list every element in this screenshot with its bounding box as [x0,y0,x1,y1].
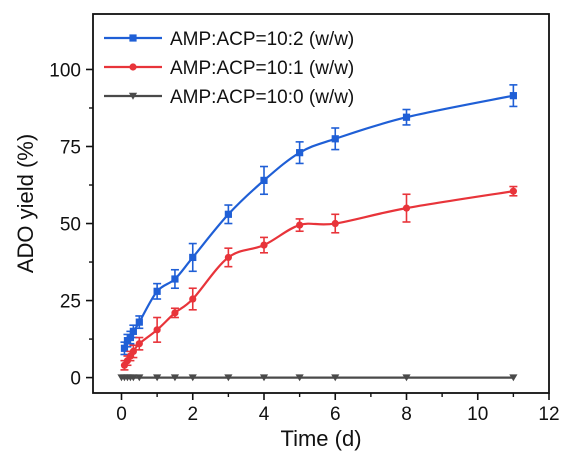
data-point [402,113,411,121]
data-point [509,374,518,382]
data-point [171,309,179,317]
data-point [224,210,232,218]
data-point [129,327,137,335]
x-tick-label: 12 [538,404,559,425]
data-point [509,187,517,195]
y-tick-label: 50 [60,215,81,236]
legend-item-1: AMP:ACP=10:2 (w/w) [104,29,354,50]
data-point [189,253,197,262]
x-tick-label: 0 [116,404,127,425]
data-point [135,374,144,382]
legend-label: AMP:ACP=10:0 (w/w) [170,87,354,108]
x-axis-title: Time (d) [280,426,361,451]
y-tick-label: 25 [60,292,81,313]
x-tick-label: 10 [467,404,488,425]
legend-label: AMP:ACP=10:2 (w/w) [170,29,354,50]
series-line [123,94,514,349]
y-tick-label: 0 [70,369,81,390]
data-point [120,344,129,352]
series-group [117,84,518,382]
x-tick-label: 2 [187,404,198,425]
series-2 [120,185,518,371]
legend: AMP:ACP=10:2 (w/w) AMP:ACP=10:1 (w/w) AMP:… [104,29,354,108]
x-tick-label: 8 [401,404,412,425]
data-point [129,347,137,356]
y-axis-title: ADO yield (%) [13,134,38,273]
series-line [123,190,514,366]
data-point [402,204,411,212]
series-1 [120,84,518,356]
data-point [153,287,161,295]
legend-marker [128,92,138,100]
data-point [402,374,411,382]
legend-label: AMP:ACP=10:1 (w/w) [170,58,354,79]
data-point [135,318,143,326]
series-3 [117,374,518,382]
data-point [260,176,268,184]
data-point [296,221,304,229]
data-point [170,374,180,382]
data-point [260,241,268,249]
data-point [331,374,340,382]
data-point [135,340,143,348]
legend-marker [129,63,137,71]
data-point [259,374,269,382]
data-point [129,374,138,382]
data-point [153,326,161,334]
y-tick-label: 75 [60,137,81,158]
data-point [295,374,304,382]
legend-marker [129,34,137,42]
legend-item-2: AMP:ACP=10:1 (w/w) [104,58,354,79]
data-point [331,135,339,143]
plot-frame [92,13,550,394]
x-tick-label: 4 [259,404,270,425]
data-point [153,374,162,382]
data-point [331,219,339,228]
data-point [189,295,197,303]
data-point [509,92,517,100]
axis-ticks: 0 2 4 6 8 10 12 0 25 50 75 100 [49,60,559,425]
y-tick-label: 100 [49,60,81,81]
data-point [224,253,232,262]
x-tick-label: 6 [330,404,341,425]
data-point [224,374,233,382]
legend-item-3: AMP:ACP=10:0 (w/w) [104,87,354,108]
data-point [188,374,197,382]
data-point [296,149,304,157]
data-point [171,275,179,283]
